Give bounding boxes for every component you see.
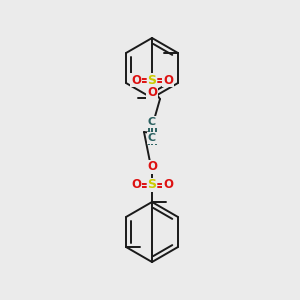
Text: O: O [163,178,173,191]
Text: O: O [147,160,157,173]
Text: S: S [148,74,157,86]
Text: C: C [148,117,156,127]
Text: O: O [163,74,173,86]
Text: O: O [131,178,141,191]
Text: C: C [148,133,156,143]
Text: S: S [148,178,157,191]
Text: O: O [147,86,157,100]
Text: O: O [131,74,141,86]
